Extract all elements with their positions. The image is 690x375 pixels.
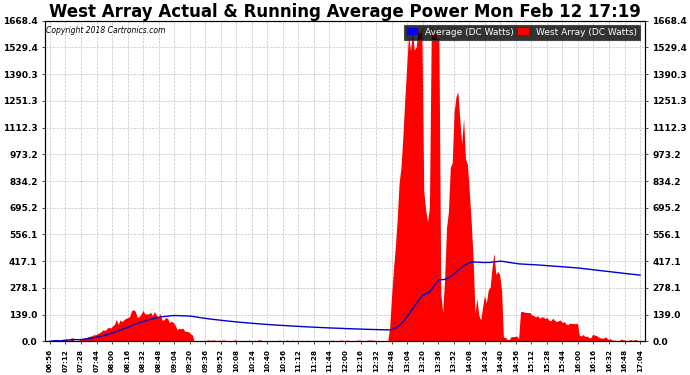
Legend: Average (DC Watts), West Array (DC Watts): Average (DC Watts), West Array (DC Watts… bbox=[404, 25, 640, 40]
Text: Copyright 2018 Cartronics.com: Copyright 2018 Cartronics.com bbox=[46, 26, 166, 34]
Title: West Array Actual & Running Average Power Mon Feb 12 17:19: West Array Actual & Running Average Powe… bbox=[49, 3, 641, 21]
